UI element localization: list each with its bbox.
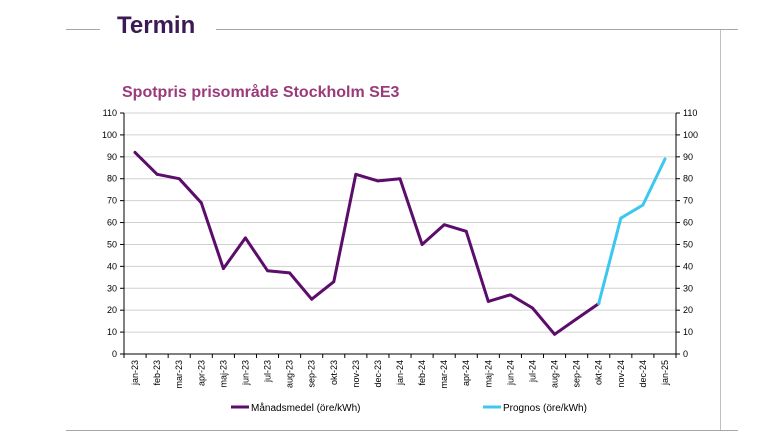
x-tick-label: nov-24 — [616, 360, 626, 388]
legend-label: Månadsmedel (öre/kWh) — [251, 402, 360, 414]
data-point — [619, 216, 623, 220]
y-tick-label-right: 40 — [683, 261, 693, 271]
data-point — [464, 229, 468, 233]
frame-bottom-rule — [66, 430, 738, 431]
grid-lines — [124, 112, 676, 333]
series-line-forecast — [597, 157, 667, 306]
y-tick-label-left: 40 — [107, 261, 117, 271]
x-tick-label: aug-24 — [550, 360, 560, 388]
y-tick-label-left: 60 — [107, 218, 117, 228]
x-tick-label: apr-24 — [461, 360, 471, 386]
x-tick-label: sep-24 — [572, 360, 582, 388]
y-tick-label-left: 50 — [107, 239, 117, 249]
frame-right-border — [720, 30, 721, 431]
y-tick-label-right: 60 — [683, 218, 693, 228]
legend: Månadsmedel (öre/kWh) Prognos (öre/kWh) — [231, 402, 587, 414]
y-tick-label-right: 110 — [683, 108, 697, 118]
x-tick-label: jul-23 — [263, 360, 273, 383]
y-tick-label-left: 70 — [107, 196, 117, 206]
x-tick-label: dec-24 — [638, 360, 648, 388]
y-tick-label-right: 70 — [683, 196, 693, 206]
data-point — [575, 317, 579, 321]
data-point — [531, 306, 534, 310]
x-tick-label: jul-24 — [527, 360, 537, 383]
data-point — [288, 271, 291, 275]
data-point — [133, 151, 137, 154]
y-axis-right-ticks: 0 10 20 30 40 50 60 70 80 90 100 110 — [683, 108, 698, 359]
x-axis-ticks: jan-23 feb-23 mar-23 apr-23 maj-23 jun-23 jul-… — [130, 360, 670, 389]
y-tick-label-right: 20 — [683, 305, 693, 315]
data-point — [486, 300, 490, 303]
data-point — [376, 179, 380, 183]
x-tick-label: aug-23 — [285, 360, 295, 388]
chart-title: Spotpris prisområde Stockholm SE3 — [122, 83, 400, 101]
data-point — [509, 293, 512, 297]
x-tick-label: jun-23 — [240, 360, 250, 386]
y-tick-label-left: 110 — [103, 108, 117, 118]
x-tick-label: jan-25 — [660, 360, 670, 386]
data-point — [177, 177, 181, 181]
y-tick-label-left: 30 — [107, 283, 117, 293]
y-tick-label-left: 90 — [107, 152, 117, 162]
y-tick-label-left: 20 — [107, 305, 117, 315]
data-point — [155, 172, 159, 176]
y-tick-label-right: 100 — [683, 130, 698, 140]
y-tick-label-right: 90 — [683, 152, 693, 162]
x-tick-label: maj-23 — [218, 360, 228, 388]
axes — [120, 112, 680, 358]
y-tick-label-right: 0 — [683, 349, 688, 359]
data-point — [221, 267, 225, 270]
legend-label: Prognos (öre/kWh) — [503, 403, 587, 414]
data-point — [354, 172, 358, 176]
x-tick-label: feb-24 — [417, 360, 427, 386]
data-point — [663, 157, 667, 161]
header-rule-left — [66, 29, 100, 30]
x-tick-label: mar-23 — [174, 360, 184, 389]
y-tick-label-left: 10 — [107, 327, 117, 337]
y-axis-left-ticks: 0 10 20 30 40 50 60 70 80 90 100 110 — [102, 108, 117, 359]
x-tick-label: okt-23 — [329, 360, 339, 385]
x-tick-label: maj-24 — [483, 360, 493, 388]
x-tick-label: jan-23 — [130, 360, 140, 386]
x-tick-label: jan-24 — [395, 360, 405, 386]
y-tick-label-left: 100 — [102, 130, 117, 140]
data-point — [244, 236, 247, 240]
y-tick-label-left: 80 — [107, 174, 117, 184]
x-tick-label: sep-23 — [307, 360, 317, 388]
y-tick-label-right: 50 — [683, 239, 693, 249]
x-tick-label: nov-23 — [351, 360, 361, 388]
data-point — [641, 203, 645, 207]
page-title: Termin — [117, 12, 196, 39]
series-lines — [133, 150, 667, 336]
y-tick-label-left: 0 — [112, 349, 117, 359]
x-tick-label: jun-24 — [505, 360, 515, 386]
x-tick-label: okt-24 — [594, 360, 604, 385]
data-point — [420, 243, 424, 246]
data-point — [199, 201, 203, 205]
data-point — [266, 269, 269, 273]
data-point — [553, 332, 556, 336]
data-point — [332, 280, 336, 284]
series-line-actual — [133, 150, 601, 336]
data-point — [398, 177, 402, 181]
x-tick-label: mar-24 — [439, 360, 449, 389]
y-tick-label-right: 10 — [683, 327, 693, 337]
data-point — [310, 297, 314, 301]
y-tick-label-right: 30 — [683, 283, 693, 293]
y-tick-label-right: 80 — [683, 174, 693, 184]
x-tick-label: dec-23 — [373, 360, 383, 388]
data-point — [597, 302, 601, 306]
x-tick-label: apr-23 — [196, 360, 206, 386]
header-rule-right — [216, 29, 738, 30]
data-point — [442, 223, 446, 227]
x-tick-label: feb-23 — [152, 360, 162, 386]
